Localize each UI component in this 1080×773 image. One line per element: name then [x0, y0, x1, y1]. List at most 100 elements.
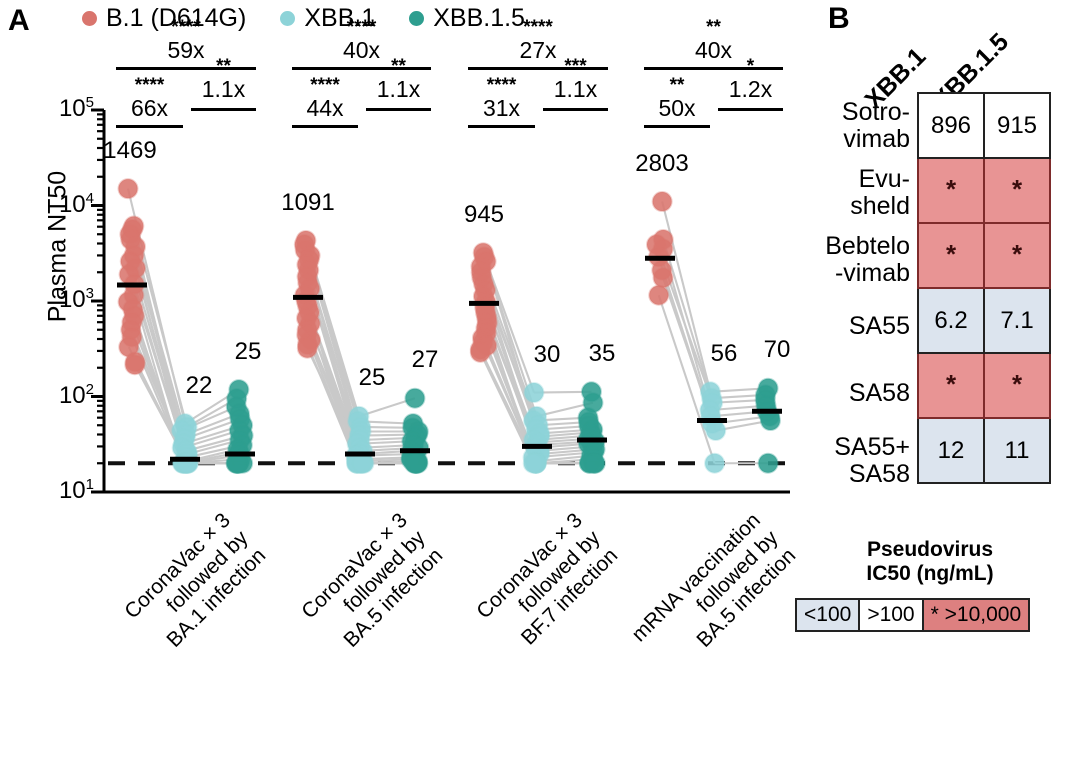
star-marker: *	[945, 174, 957, 204]
gmt-label: 56	[710, 339, 738, 367]
legend-dot-icon	[280, 11, 296, 26]
sig-stars: ****	[523, 17, 553, 38]
legend-label: XBB.1.5	[433, 4, 525, 32]
sig-fold-label: 66x	[130, 95, 169, 121]
table-cell: 7.1	[983, 287, 1051, 354]
table-cell: 12	[917, 417, 985, 484]
sig-bracket-line	[468, 67, 608, 70]
series-points-1	[699, 381, 727, 474]
table-cell: *	[983, 352, 1051, 419]
series-points-0	[117, 178, 147, 376]
cell-value: 915	[996, 111, 1038, 139]
table-row-label: Evu-sheld	[850, 164, 910, 220]
table-cell: *	[917, 157, 985, 224]
gmt-label: 27	[411, 346, 439, 374]
gmt-label: 22	[185, 371, 213, 399]
table-row: 12 11	[917, 417, 1051, 484]
table-key-legend: <100 >100 * >10,000	[795, 598, 1031, 632]
sig-bracket-line	[191, 108, 256, 111]
legend-label: XBB.1	[304, 4, 376, 32]
table-cell: 11	[983, 417, 1051, 484]
table-caption: Pseudovirus IC50 (ng/mL)	[866, 538, 994, 585]
legend-item-b1-d614g: B.1 (D614G)	[82, 6, 246, 31]
table-cell: *	[983, 157, 1051, 224]
y-tick-label: 105	[58, 94, 94, 122]
y-tick-label: 101	[58, 476, 94, 504]
sig-fold-label: 50x	[658, 95, 696, 121]
gmt-label: 1091	[281, 188, 335, 216]
sig-stars: ****	[134, 75, 165, 96]
gmt-label: 30	[533, 340, 561, 368]
sig-fold-label: 27x	[519, 37, 557, 63]
star-marker: *	[1011, 174, 1023, 204]
sig-bracket-line	[366, 108, 431, 111]
sig-stars: **	[216, 56, 231, 77]
legend-item-xbb15: XBB.1.5	[409, 6, 525, 31]
table-row-label: Bebtelo -vimab	[825, 231, 910, 287]
sig-bracket-line	[644, 125, 710, 128]
sig-stars: **	[669, 75, 685, 96]
legend-dot-icon	[82, 11, 97, 26]
sig-fold-label: 44x	[306, 95, 344, 121]
star-marker: *	[945, 239, 957, 269]
cell-value: 896	[930, 111, 972, 139]
table-cell: 896	[917, 92, 985, 159]
sig-bracket-line	[116, 125, 183, 128]
table-cell: *	[917, 222, 985, 289]
table-row: 896 915	[917, 92, 1051, 159]
sig-stars: **	[391, 56, 406, 77]
cell-value: 11	[1004, 436, 1030, 464]
sig-stars: **	[706, 17, 721, 38]
sig-fold-label: 1.1x	[376, 76, 421, 102]
sig-bracket-line	[543, 108, 608, 111]
table-cell: 915	[983, 92, 1051, 159]
table-row-label: SA55	[848, 312, 910, 340]
key-swatch: >100	[858, 598, 924, 632]
table-row: * *	[917, 352, 1051, 419]
sig-bracket-line	[644, 67, 783, 70]
legend-item-xbb1: XBB.1	[280, 6, 375, 31]
sig-fold-label: 40x	[694, 37, 733, 63]
plot-overlay: 105 104 103 102 101 59x **** 66x **** 1.1x ** 40x **…	[58, 17, 800, 652]
sig-fold-label: 59x	[167, 37, 205, 63]
table-cell: *	[917, 352, 985, 419]
gmt-label: 2803	[635, 149, 689, 177]
sig-bracket-line	[116, 67, 256, 70]
sig-fold-label: 1.1x	[553, 76, 598, 102]
sig-stars: *	[746, 56, 755, 77]
axis	[91, 108, 790, 494]
sig-stars: ****	[171, 17, 201, 38]
cell-value: 6.2	[934, 306, 968, 334]
table-row-label: Sotro-vimab	[841, 97, 910, 153]
legend: B.1 (D614G) XBB.1 XBB.1.5	[82, 6, 559, 31]
cell-value: 12	[937, 436, 965, 464]
y-tick-label: 102	[58, 380, 94, 409]
sig-stars: ***	[564, 56, 587, 77]
table-row: * *	[917, 157, 1051, 224]
series-points-1	[345, 405, 375, 474]
y-tick-label: 103	[58, 285, 94, 313]
cell-value: 7.1	[1000, 306, 1034, 334]
panel-a-letter: A	[8, 4, 30, 37]
gmt-label: 70	[763, 336, 791, 364]
gmt-label: 25	[358, 364, 386, 392]
sig-fold-label: 1.1x	[201, 76, 246, 102]
table-row-label: SA55+ SA58	[834, 432, 910, 488]
series-points-0	[293, 230, 322, 359]
sig-bracket-line	[292, 67, 431, 70]
scatter-plot	[91, 108, 790, 494]
table-row: * *	[917, 222, 1051, 289]
legend-dot-icon	[409, 11, 425, 26]
sig-stars: ****	[346, 17, 377, 38]
sig-stars: ****	[310, 75, 340, 96]
star-marker: *	[1011, 369, 1023, 399]
table-cell: 6.2	[917, 287, 985, 354]
series-points-0	[646, 191, 674, 306]
gmt-label: 25	[234, 337, 262, 365]
star-marker: *	[945, 369, 957, 399]
sig-bracket-line	[718, 108, 783, 111]
gmt-label: 945	[463, 200, 505, 228]
ic50-table: 896 915 * * * * 6.2 7.1 * * 12 11	[917, 92, 1051, 484]
table-cell: *	[983, 222, 1051, 289]
sig-fold-label: 31x	[482, 95, 521, 121]
